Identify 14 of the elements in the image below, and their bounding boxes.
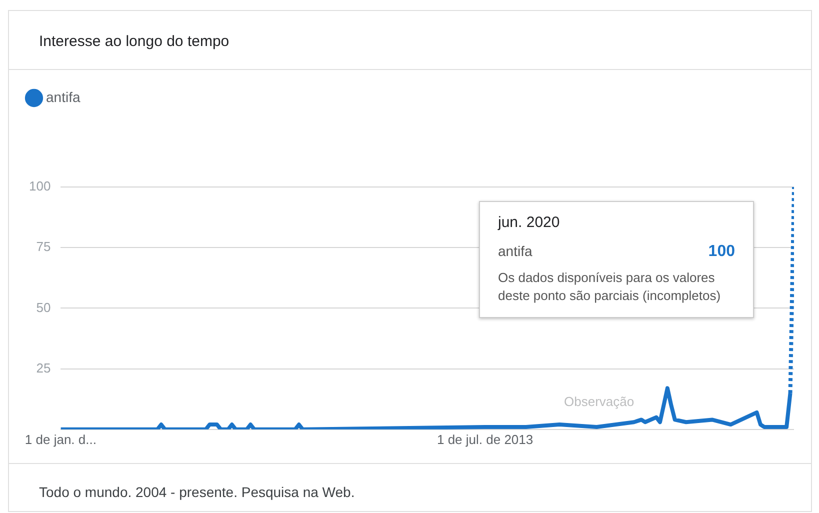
annotation: 100 xyxy=(708,243,735,261)
legend-label: antifa xyxy=(46,88,80,105)
annotation: jun. 2020 xyxy=(498,214,561,231)
y-tick-label: 75 xyxy=(36,239,51,254)
x-tick-label: 1 de jan. d... xyxy=(24,432,96,447)
chart-title: Interesse ao longo do tempo xyxy=(39,33,230,50)
annotation: Observação xyxy=(564,394,634,409)
y-tick-label: 25 xyxy=(36,360,51,376)
text: Todo o mundo. 2004 - presente. Pesquisa na Web. xyxy=(39,484,355,500)
y-tick-label: 100 xyxy=(28,178,51,194)
x-tick-label: 1 de jul. de 2013 xyxy=(436,432,534,447)
y-tick-label: 50 xyxy=(36,300,51,315)
annotation: Os dados disponíveis para os valores deste ponto são parciais (incompletos) xyxy=(498,269,722,306)
annotation: antifa xyxy=(498,243,532,261)
